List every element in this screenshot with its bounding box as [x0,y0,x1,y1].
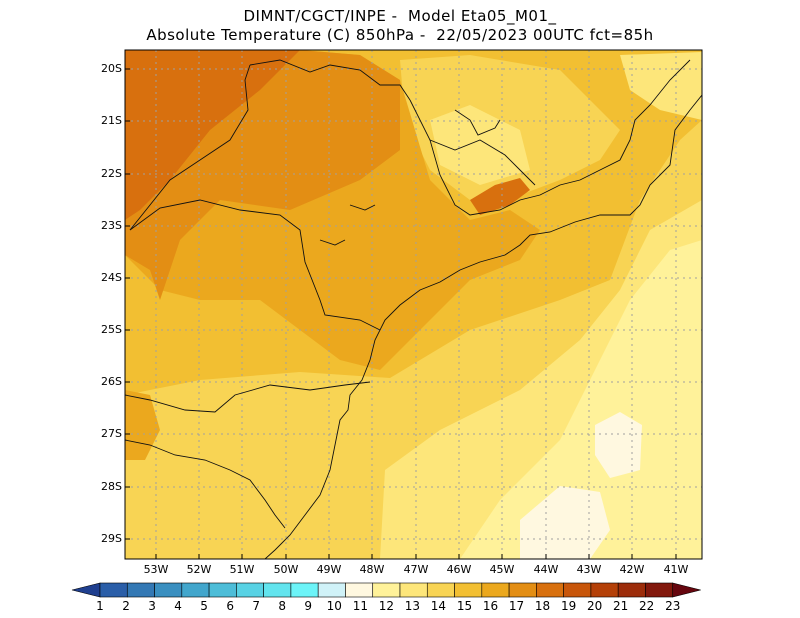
colorbar-label: 22 [639,599,655,613]
colorbar-label: 11 [352,599,368,613]
lat-label: 27S [101,427,122,440]
colorbar-segment [317,582,346,598]
colorbar-label: 10 [326,599,342,613]
shaded-fields [125,50,702,559]
colorbar-label: 17 [508,599,525,613]
colorbar-label: 4 [174,599,182,613]
colorbar-label: 6 [226,599,234,613]
colorbar-label: 21 [613,599,629,613]
colorbar-segment [154,582,183,598]
colorbar-label: 14 [430,599,447,613]
lon-label: 48W [359,563,385,576]
lat-label: 29S [101,532,122,545]
colorbar-segment [645,582,674,598]
lat-lon-grid [125,50,702,559]
lon-label: 44W [533,563,559,576]
colorbar-segment [454,582,483,598]
colorbar-label: 18 [534,599,551,613]
colorbar-label: 20 [586,599,603,613]
colorbar-segment [236,582,264,598]
colorbar-label: 15 [456,599,473,613]
lat-label: 23S [101,219,122,232]
colorbar-segment [99,582,128,598]
colorbar-segment [208,582,237,598]
lon-label: 49W [316,563,342,576]
colorbar-segment [536,582,564,598]
colorbar-label: 19 [560,599,577,613]
lat-label: 20S [101,62,122,75]
colorbar-label: 12 [378,599,394,613]
lat-label: 28S [101,480,122,493]
lon-label: 46W [446,563,472,576]
colorbar-segment [563,582,592,598]
colorbar-segment [508,582,537,598]
colorbar-label: 1 [96,599,104,613]
colorbar-segment [372,582,401,598]
lon-label: 41W [663,563,689,576]
lon-label: 47W [403,563,429,576]
lat-label: 21S [101,114,122,127]
colorbar-label: 8 [278,599,287,613]
colorbar [71,582,701,598]
colorbar-segment [481,582,510,598]
colorbar-label: 13 [404,599,421,613]
colorbar-segment [345,582,374,598]
lat-label: 25S [101,323,122,336]
colorbar-segment [181,582,210,598]
colorbar-label: 5 [200,599,208,613]
lon-label: 51W [229,563,255,576]
colorbar-segment [590,582,619,598]
axis-ticks [125,68,677,559]
colorbar-min-arrow [71,582,101,598]
lon-label: 50W [273,563,299,576]
lon-label: 52W [186,563,212,576]
colorbar-label: 3 [148,599,156,613]
map-frame [124,49,703,560]
colorbar-segment [617,582,646,598]
lat-label: 22S [101,167,122,180]
lon-label: 45W [489,563,515,576]
lon-label: 43W [576,563,602,576]
colorbar-segment [126,582,155,598]
colorbar-label: 7 [252,599,260,613]
colorbar-segment [263,582,292,598]
map-title-line1: DIMNT/CGCT/INPE - Model Eta05_M01_ [243,7,557,25]
colorbar-label: 9 [304,599,313,613]
lon-label: 53W [143,563,169,576]
lat-label: 26S [101,375,122,388]
map-title-line2: Absolute Temperature (C) 850hPa - 22/05/… [146,26,654,44]
lon-label: 42W [619,563,645,576]
colorbar-label: 23 [665,599,681,613]
colorbar-max-arrow [672,582,701,598]
colorbar-segment [290,582,319,598]
colorbar-segment [399,582,428,598]
lat-label: 24S [101,271,122,284]
coastline-borders [125,59,702,559]
colorbar-label: 2 [122,599,130,613]
colorbar-label: 16 [482,599,499,613]
colorbar-segment [426,582,455,598]
